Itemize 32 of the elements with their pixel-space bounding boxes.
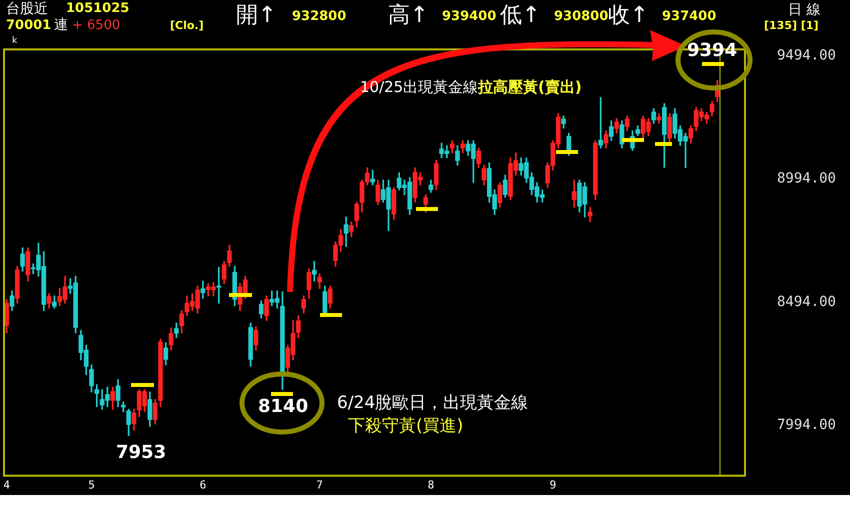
text: 低↑ (500, 3, 540, 28)
annotation: 下殺守黃(買進) (348, 416, 464, 436)
y-tick-label: 9494.00 (776, 47, 836, 64)
annotation: 拉高壓黃(賣出) (478, 78, 582, 96)
text: 開↑ (236, 3, 276, 28)
text: 930800 (554, 9, 608, 24)
x-tick-label: 4 (3, 478, 10, 492)
y-tick-label: 8994.00 (776, 170, 836, 187)
text: 937400 (662, 9, 716, 24)
annotation: 8140 (258, 396, 308, 417)
text: [Clo.] (170, 19, 204, 32)
text: 932800 (292, 9, 346, 24)
x-tick-label: 6 (200, 478, 206, 492)
text: k (12, 36, 18, 46)
x-tick-label: 7 (316, 478, 323, 492)
x-tick-label: 9 (550, 478, 556, 492)
text: 日 線 (788, 2, 820, 18)
text: + 6500 (72, 18, 120, 33)
text: 1051025 (66, 1, 130, 16)
text: 台股近 (6, 1, 48, 17)
text: 939400 (442, 9, 496, 24)
text: 收↑ (608, 3, 648, 28)
text: 連 (54, 17, 68, 33)
y-tick-label: 8494.00 (776, 294, 836, 310)
x-tick-label: 5 (88, 478, 95, 492)
y-tick-label: 7994.00 (776, 417, 836, 434)
x-tick-label: 8 (428, 478, 434, 492)
text: [135] [1] (764, 19, 819, 32)
text: 70001 (6, 18, 52, 33)
annotation: 7953 (116, 442, 166, 463)
annotation: 6/24脫歐日，出現黃金線 (337, 393, 528, 413)
text: 高↑ (388, 3, 428, 28)
